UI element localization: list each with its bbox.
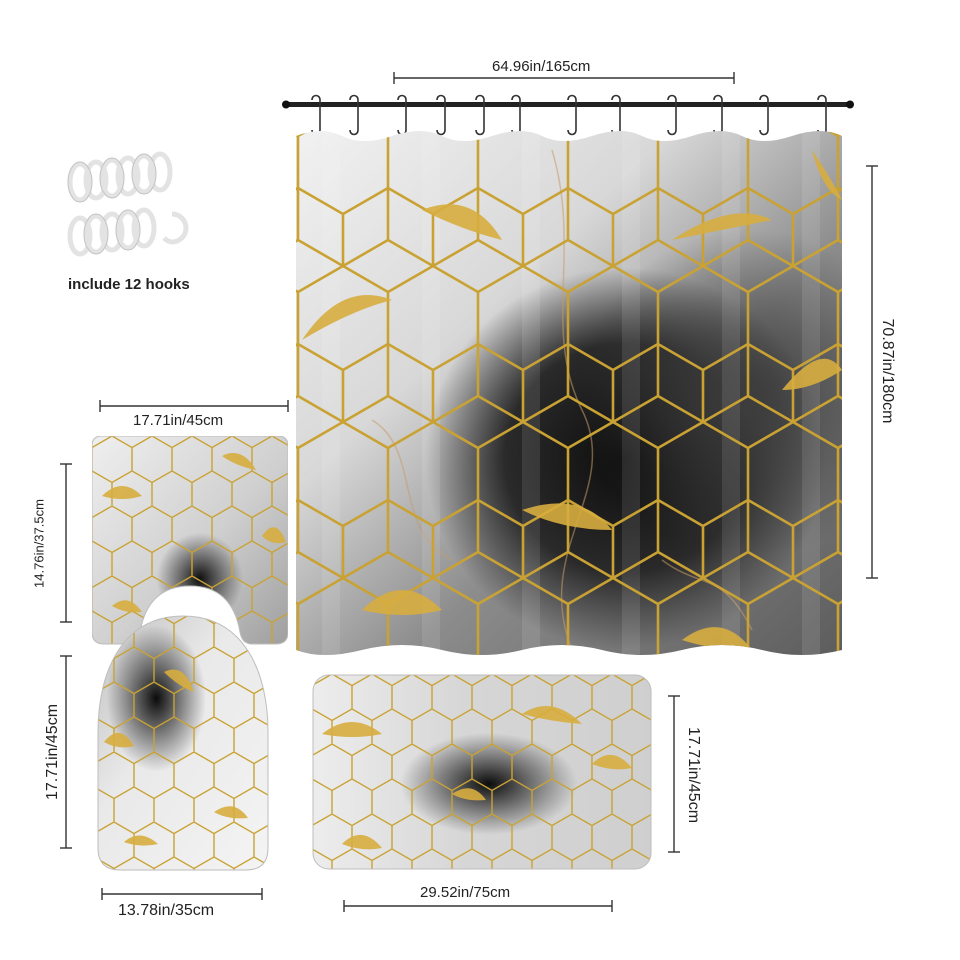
contour-height-dimension-line	[60, 463, 72, 623]
contour-rug	[92, 436, 288, 646]
curtain-width-label: 64.96in/165cm	[492, 58, 591, 75]
contour-width-dimension-line	[99, 400, 289, 412]
rug-height-dimension-line	[668, 695, 680, 853]
rug-width-label: 29.52in/75cm	[420, 884, 511, 901]
lid-cover	[94, 612, 272, 874]
curtain-height-label: 70.87in/180cm	[879, 318, 896, 424]
hooks-caption: include 12 hooks	[68, 276, 190, 293]
rug-height-label: 17.71in/45cm	[685, 726, 702, 824]
shower-curtain	[282, 90, 854, 666]
contour-width-label: 17.71in/45cm	[133, 412, 224, 429]
lid-width-dimension-line	[101, 888, 263, 900]
lid-height-dimension-line	[60, 655, 72, 849]
curtain-width-dimension-line	[393, 72, 735, 84]
lid-width-label: 13.78in/35cm	[118, 902, 215, 919]
curtain-height-dimension-line	[866, 165, 878, 579]
contour-height-label: 14.76in/37.5cm	[31, 499, 47, 588]
rug-width-dimension-line	[343, 900, 613, 912]
hook-rings-icon	[67, 151, 189, 257]
hook-rings-image	[60, 150, 210, 260]
bath-rug	[312, 674, 652, 870]
lid-height-label: 17.71in/45cm	[44, 703, 61, 801]
